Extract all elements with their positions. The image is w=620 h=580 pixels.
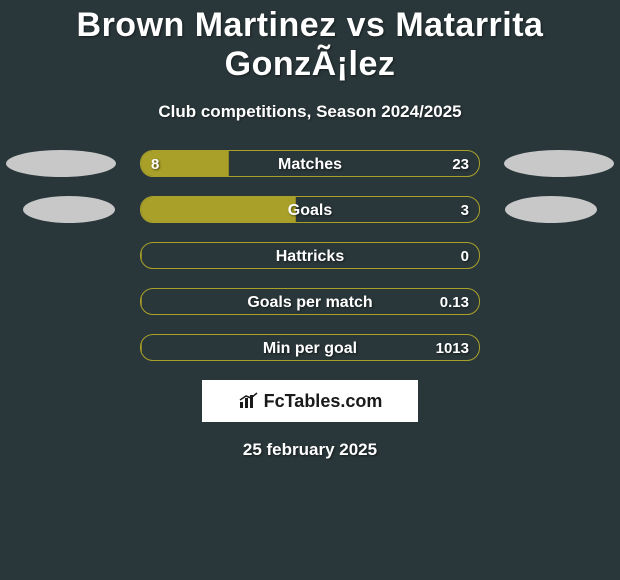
stat-value-right: 0 <box>461 243 469 269</box>
stat-row: Goals per match0.13 <box>0 288 620 315</box>
stat-bar-track: Min per goal1013 <box>140 334 480 361</box>
stat-value-right: 1013 <box>436 335 469 361</box>
player-ellipse-left <box>23 196 115 223</box>
stat-label: Goals <box>141 197 479 223</box>
date-label: 25 february 2025 <box>0 440 620 460</box>
stat-bar-track: Goals per match0.13 <box>140 288 480 315</box>
stat-bar-track: 8Matches23 <box>140 150 480 177</box>
stat-label: Matches <box>141 151 479 177</box>
stat-label: Min per goal <box>141 335 479 361</box>
stat-label: Hattricks <box>141 243 479 269</box>
stat-row: Goals3 <box>0 196 620 223</box>
stat-row: Min per goal1013 <box>0 334 620 361</box>
bar-chart-icon <box>238 392 260 410</box>
logo-text: FcTables.com <box>264 391 383 412</box>
stat-row: Hattricks0 <box>0 242 620 269</box>
stat-bar-track: Goals3 <box>140 196 480 223</box>
player-ellipse-right <box>504 150 614 177</box>
player-ellipse-left <box>6 150 116 177</box>
subtitle: Club competitions, Season 2024/2025 <box>0 102 620 122</box>
stat-bar-track: Hattricks0 <box>140 242 480 269</box>
stat-value-right: 23 <box>452 151 469 177</box>
stat-value-right: 3 <box>461 197 469 223</box>
stat-value-right: 0.13 <box>440 289 469 315</box>
comparison-infographic: Brown Martinez vs Matarrita GonzÃ¡lez Cl… <box>0 0 620 580</box>
player-ellipse-right <box>505 196 597 223</box>
stat-row: 8Matches23 <box>0 150 620 177</box>
logo-box: FcTables.com <box>202 380 418 422</box>
page-title: Brown Martinez vs Matarrita GonzÃ¡lez <box>0 0 620 84</box>
stat-rows: 8Matches23 Goals3 Hattricks0 Goals per matc… <box>0 150 620 361</box>
stat-label: Goals per match <box>141 289 479 315</box>
